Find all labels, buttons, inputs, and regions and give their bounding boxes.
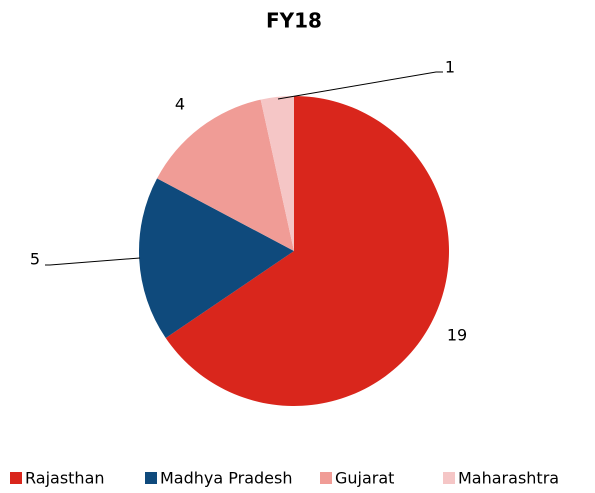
pie-slice: [165, 96, 450, 406]
legend-swatch: [145, 472, 157, 484]
leader-line: [277, 71, 443, 100]
leader-line: [45, 257, 141, 266]
legend-label: Gujarat: [335, 469, 394, 488]
data-label: 19: [447, 326, 467, 345]
legend-swatch: [443, 472, 455, 484]
data-label: 4: [175, 95, 185, 114]
legend-label: Maharashtra: [458, 469, 559, 488]
legend-label: Rajasthan: [25, 469, 105, 488]
legend-swatch: [10, 472, 22, 484]
data-label: 1: [445, 58, 455, 77]
data-label: 5: [30, 250, 40, 269]
pie-slice: [138, 178, 294, 338]
legend-swatch: [320, 472, 332, 484]
chart-title: FY18: [266, 9, 322, 33]
pie-slice: [260, 96, 294, 251]
legend-label: Madhya Pradesh: [160, 469, 293, 488]
pie-slice: [157, 99, 294, 252]
